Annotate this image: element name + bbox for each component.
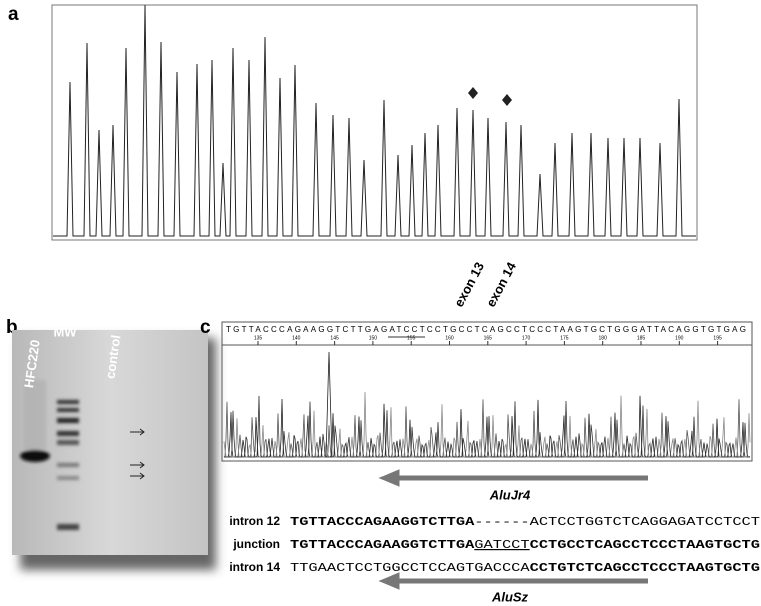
position-label: 140 [292, 335, 301, 341]
position-label: 165 [484, 335, 493, 341]
bands [20, 380, 79, 530]
alu-label: AluJr4 [489, 487, 531, 502]
position-label: 185 [637, 335, 646, 341]
panel-label: c [200, 317, 211, 338]
arrow [130, 428, 145, 480]
position-label: 135 [254, 335, 263, 341]
position-label: 145 [330, 335, 339, 341]
alu-arrow [378, 469, 648, 487]
frame [221, 321, 753, 462]
position-label: 155 [407, 335, 416, 341]
positions: 135 140 145 150 155 160 165 170 175 180 185 190 195 [254, 335, 722, 345]
position-label: 195 [713, 335, 722, 341]
electropherogram [53, 4, 696, 237]
trace [325, 351, 333, 458]
seq-part: TTGAACTCCTGGCCTCCAGTGACCCA [290, 561, 531, 575]
sequence: TGTTACCCAGAAGGTCTTGA ------ACTCCTGGTCTCAG… [290, 515, 760, 529]
row-label: junction [232, 537, 280, 551]
exon-label: exon 13 [451, 260, 487, 310]
lane-label: MW [53, 324, 77, 339]
alu-arrow [378, 572, 648, 590]
panel-label: a [8, 4, 19, 25]
position-label: 170 [522, 335, 531, 341]
seq-part: CCTGTCTCAGCCTCCCTAAGTGCTG [530, 561, 760, 575]
marker [468, 87, 512, 106]
position-label: 190 [675, 335, 684, 341]
trace [53, 4, 696, 237]
chromatogram [223, 351, 751, 458]
row-label: intron 12 [229, 514, 280, 528]
trace [224, 395, 750, 458]
seq-part: ------ACTCCTGGTCTCAGGAGATCCTCCT [474, 515, 760, 529]
position-label: 180 [599, 335, 608, 341]
sequence: TTGAACTCCTGGCCTCCAGTGACCCA CCTGTCTCAGCCTC… [290, 561, 760, 575]
frame [51, 4, 698, 241]
position-label: 175 [560, 335, 569, 341]
seq-part: CCTGCCTCAGCCTCCCTAAGTGCTG [530, 538, 760, 552]
seq-part: GATCCT [474, 538, 529, 552]
lane-label: control [102, 334, 123, 380]
seq-part: TGTTACCCAGAAGGTCTTGA [290, 515, 475, 529]
exon-label: exon 14 [483, 259, 519, 309]
trace-sequence: TGTTACCCAGAAGGTCTTGAGATCCTCCTGCCTCAGCCTC… [226, 325, 746, 334]
position-label: 150 [369, 335, 378, 341]
alu-label: AluSz [491, 589, 529, 604]
row-label: intron 14 [229, 560, 280, 574]
position-label: 160 [445, 335, 454, 341]
seq-part: TGTTACCCAGAAGGTCTTGA [290, 538, 475, 552]
sequence: TGTTACCCAGAAGGTCTTGA GATCCT CCTGCCTCAGCCTC… [290, 538, 760, 552]
lane-label: HFC220 [21, 339, 43, 389]
panel-label: b [6, 317, 18, 338]
